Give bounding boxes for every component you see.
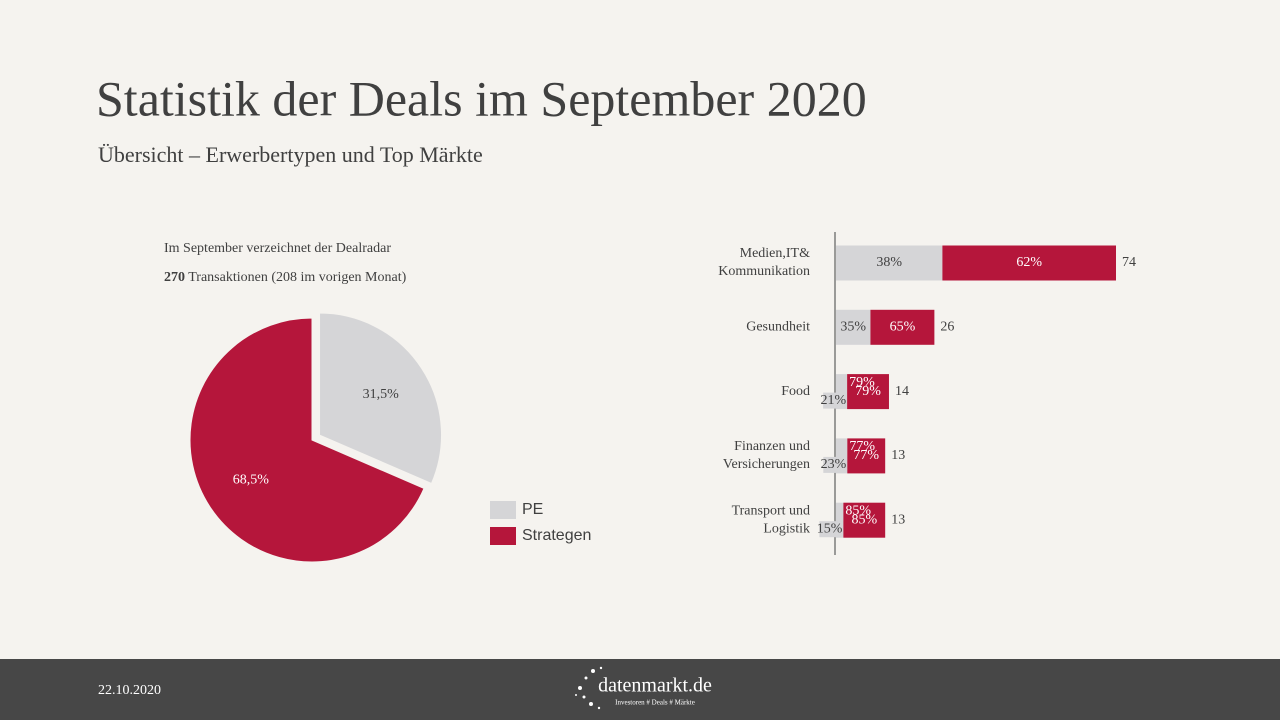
segment-label: 77% — [853, 448, 879, 463]
slice-label: 31,5% — [363, 387, 400, 402]
slide-title: Statistik der Deals im September 2020 — [96, 70, 867, 126]
bar-segment — [870, 309, 935, 345]
pie-slice — [319, 312, 442, 485]
label-chip — [823, 456, 848, 473]
total-label: 13 — [891, 512, 905, 527]
segment-label: 38% — [876, 255, 902, 270]
total-label: 26 — [940, 320, 954, 335]
footer-bar — [0, 659, 1280, 720]
category-label: Gesundheit — [746, 320, 810, 335]
logo-text: datenmarkt.de — [598, 675, 712, 697]
slide-subtitle: Übersicht – Erwerbertypen und Top Märkte — [98, 142, 483, 167]
bar-segment — [942, 245, 1116, 281]
category-label: Logistik — [763, 521, 810, 536]
category-label: Food — [781, 384, 810, 399]
total-label: 14 — [895, 384, 909, 399]
logo-tagline: Investoren # Deals # Märkte — [615, 699, 695, 707]
total-label: 74 — [1122, 255, 1136, 270]
legend-label: Strategen — [522, 527, 591, 544]
segment-label: 79% — [849, 375, 875, 390]
footer-date: 22.10.2020 — [98, 683, 161, 698]
segment-label: 35% — [840, 320, 866, 335]
bar-segment — [836, 374, 848, 410]
bar-segment — [836, 502, 844, 538]
bar-segment — [843, 502, 886, 538]
pie-slice — [189, 317, 425, 563]
segment-label: 65% — [890, 320, 916, 335]
legend-swatch — [490, 501, 516, 519]
legend-label: PE — [522, 501, 543, 518]
bar-segment — [836, 438, 848, 474]
legend-swatch — [490, 527, 516, 545]
segment-label: 62% — [1016, 255, 1042, 270]
segment-label: 85% — [845, 503, 871, 518]
category-label: Finanzen und — [734, 439, 810, 454]
category-label: Kommunikation — [718, 264, 810, 279]
pie-annotation: 270 Transaktionen (208 im vorigen Monat) — [164, 270, 407, 285]
segment-label: 23% — [821, 457, 847, 472]
segment-label: 85% — [851, 512, 877, 527]
segment-label: 79% — [855, 384, 881, 399]
category-label: Versicherungen — [723, 457, 810, 472]
label-chip — [823, 392, 848, 409]
pie-annotation: Im September verzeichnet der Dealradar — [164, 241, 391, 256]
segment-label: 15% — [817, 521, 843, 536]
annotation-bold: 270 — [164, 270, 185, 285]
bar-segment — [847, 374, 889, 410]
segment-label: 21% — [820, 393, 846, 408]
bar-segment — [847, 438, 886, 474]
label-chip — [819, 521, 844, 538]
bar-segment — [836, 309, 871, 345]
total-label: 13 — [891, 448, 905, 463]
slice-label: 68,5% — [233, 472, 270, 487]
category-label: Transport und — [732, 503, 810, 518]
annotation-rest: Transaktionen (208 im vorigen Monat) — [185, 270, 407, 285]
bar-segment — [836, 245, 943, 281]
category-label: Medien,IT& — [740, 246, 810, 261]
logo-dots — [575, 666, 603, 710]
segment-label: 77% — [849, 439, 875, 454]
